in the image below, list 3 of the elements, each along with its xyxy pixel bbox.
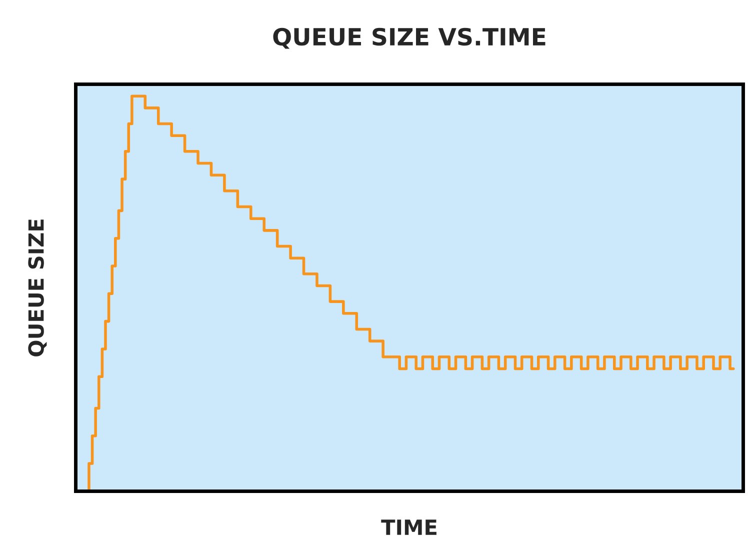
y-axis-title: QUEUE SIZE	[28, 220, 47, 356]
chart-title: QUEUE SIZE VS.TIME	[273, 28, 546, 49]
x-axis-title: TIME	[381, 520, 436, 535]
